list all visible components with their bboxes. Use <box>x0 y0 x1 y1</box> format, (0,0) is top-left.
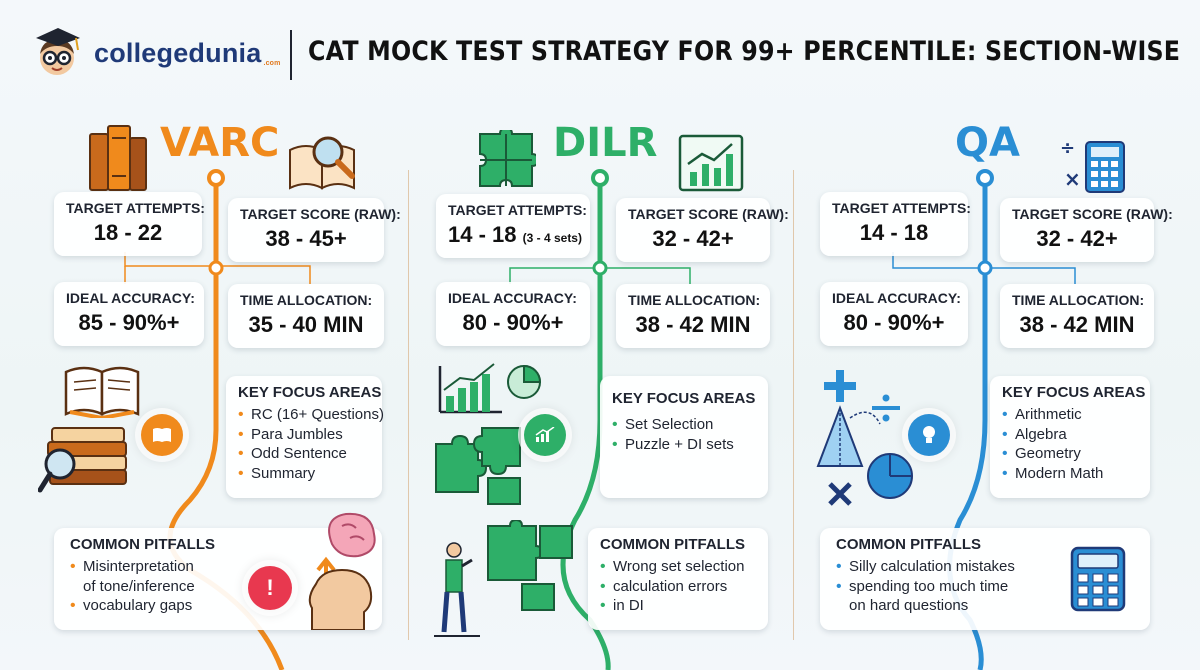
svg-text:÷: ÷ <box>1060 138 1075 159</box>
target-score-card: TARGET SCORE (RAW): 32 - 42+ <box>1000 198 1173 262</box>
presenter-icon <box>432 518 582 645</box>
list-item: calculation errors <box>600 577 756 597</box>
ideal-accuracy-label: IDEAL ACCURACY: <box>66 290 195 306</box>
target-score-value: 32 - 42+ <box>652 226 734 251</box>
time-allocation-value: 35 - 40 MIN <box>248 312 364 337</box>
ideal-accuracy-label: IDEAL ACCURACY: <box>832 290 961 306</box>
time-allocation-label: TIME ALLOCATION: <box>628 292 761 308</box>
brand-name: collegedunia <box>94 37 262 68</box>
time-allocation-value: 38 - 42 MIN <box>1019 312 1135 337</box>
column-divider <box>793 170 794 640</box>
time-allocation-value: 38 - 42 MIN <box>635 312 751 337</box>
math-calculator-icon: ÷ × <box>1058 136 1128 199</box>
list-item: Misinterpretation <box>70 557 370 577</box>
time-allocation-card: TIME ALLOCATION: 35 - 40 MIN <box>228 284 384 348</box>
section-title-varc: VARC <box>160 120 280 166</box>
book-badge-icon <box>141 414 183 456</box>
list-item: spending too much time <box>836 577 1138 597</box>
list-item: Puzzle + DI sets <box>612 435 756 455</box>
key-focus-card: KEY FOCUS AREAS Set Selection Puzzle + D… <box>600 376 768 498</box>
math-symbols-icon <box>810 364 920 519</box>
section-title-dilr: DILR <box>553 120 658 166</box>
target-attempts-card: TARGET ATTEMPTS: 14 - 18 <box>820 192 971 256</box>
bar-pie-chart-icon <box>436 360 546 421</box>
puzzle-pieces-icon <box>432 422 524 511</box>
ideal-accuracy-label: IDEAL ACCURACY: <box>448 290 577 306</box>
mascot-icon <box>28 24 86 82</box>
list-item: Silly calculation mistakes <box>836 557 1138 577</box>
svg-text:×: × <box>1064 167 1081 191</box>
target-attempts-label: TARGET ATTEMPTS: <box>448 202 587 218</box>
section-title-qa: QA <box>955 120 1020 166</box>
time-allocation-card: TIME ALLOCATION: 38 - 42 MIN <box>1000 284 1154 348</box>
common-pitfalls-title: COMMON PITFALLS <box>70 536 215 553</box>
list-item: Odd Sentence <box>238 444 370 464</box>
list-item: Summary <box>238 464 370 484</box>
target-attempts-value-row: 14 - 18 (3 - 4 sets) <box>448 222 582 248</box>
target-attempts-note: (3 - 4 sets) <box>522 231 582 245</box>
header-divider <box>290 30 292 80</box>
target-attempts-value: 18 - 22 <box>93 220 163 245</box>
target-attempts-label: TARGET ATTEMPTS: <box>66 200 205 216</box>
list-item: Algebra <box>1002 425 1138 445</box>
target-attempts-value: 14 - 18 <box>859 220 929 245</box>
puzzle-icon <box>476 126 540 195</box>
chart-board-icon <box>678 134 744 197</box>
target-score-value: 38 - 45+ <box>265 226 347 251</box>
target-score-label: TARGET SCORE (RAW): <box>628 206 789 222</box>
common-pitfalls-card: COMMON PITFALLS Wrong set selection calc… <box>588 528 768 630</box>
key-focus-title: KEY FOCUS AREAS <box>612 390 756 407</box>
brain-head-icon <box>302 508 382 635</box>
common-pitfalls-title: COMMON PITFALLS <box>600 536 745 553</box>
target-attempts-card: TARGET ATTEMPTS: 18 - 22 <box>54 192 205 256</box>
time-allocation-card: TIME ALLOCATION: 38 - 42 MIN <box>616 284 770 348</box>
magnifier-book-icon <box>286 130 362 199</box>
page-title: CAT MOCK TEST STRATEGY FOR 99+ PERCENTIL… <box>308 36 1181 67</box>
list-item: Modern Math <box>1002 464 1138 484</box>
alert-badge-icon: ! <box>248 566 292 610</box>
list-item: Arithmetic <box>1002 405 1138 425</box>
brand-logo[interactable]: collegedunia .com <box>28 24 281 82</box>
list-item: RC (16+ Questions) <box>238 405 384 425</box>
key-focus-title: KEY FOCUS AREAS <box>1002 384 1146 401</box>
target-attempts-value: 14 - 18 <box>448 222 517 247</box>
ideal-accuracy-card: IDEAL ACCURACY: 80 - 90%+ <box>436 282 590 346</box>
target-score-label: TARGET SCORE (RAW): <box>240 206 401 222</box>
key-focus-title: KEY FOCUS AREAS <box>238 384 382 401</box>
list-item: Wrong set selection <box>600 557 756 577</box>
list-item: vocabulary gaps <box>70 596 370 616</box>
ideal-accuracy-card: IDEAL ACCURACY: 80 - 90%+ <box>820 282 968 346</box>
book-stack-icon <box>37 420 134 501</box>
list-item: Para Jumbles <box>238 425 370 445</box>
ideal-accuracy-value: 80 - 90%+ <box>462 310 564 335</box>
header: collegedunia .com CAT MOCK TEST STRATEGY … <box>0 0 1200 110</box>
list-item: of tone/inference <box>83 577 195 595</box>
time-allocation-label: TIME ALLOCATION: <box>240 292 373 308</box>
ideal-accuracy-value: 80 - 90%+ <box>843 310 945 335</box>
books-icon <box>86 124 150 199</box>
key-focus-card: KEY FOCUS AREAS RC (16+ Questions) Para … <box>226 376 384 498</box>
key-focus-card: KEY FOCUS AREAS Arithmetic Algebra Geome… <box>990 376 1150 498</box>
target-score-card: TARGET SCORE (RAW): 32 - 42+ <box>616 198 789 262</box>
list-item: Geometry <box>1002 444 1138 464</box>
chart-badge-icon <box>524 414 566 456</box>
list-item: on hard questions <box>849 597 969 614</box>
common-pitfalls-title: COMMON PITFALLS <box>836 536 981 553</box>
brand-suffix: .com <box>263 59 281 67</box>
column-divider <box>408 170 409 640</box>
ideal-accuracy-value: 85 - 90%+ <box>78 310 180 335</box>
target-score-card: TARGET SCORE (RAW): 38 - 45+ <box>228 198 401 262</box>
list-item: Set Selection <box>612 415 756 435</box>
calculator-icon <box>1070 546 1126 617</box>
ideal-accuracy-card: IDEAL ACCURACY: 85 - 90%+ <box>54 282 204 346</box>
time-allocation-label: TIME ALLOCATION: <box>1012 292 1145 308</box>
target-attempts-card: TARGET ATTEMPTS: 14 - 18 (3 - 4 sets) <box>436 194 590 258</box>
target-score-value: 32 - 42+ <box>1036 226 1118 251</box>
lightbulb-badge-icon <box>908 414 950 456</box>
open-book-icon <box>62 362 142 423</box>
target-score-label: TARGET SCORE (RAW): <box>1012 206 1173 222</box>
target-attempts-label: TARGET ATTEMPTS: <box>832 200 971 216</box>
list-item: in DI <box>600 596 756 616</box>
